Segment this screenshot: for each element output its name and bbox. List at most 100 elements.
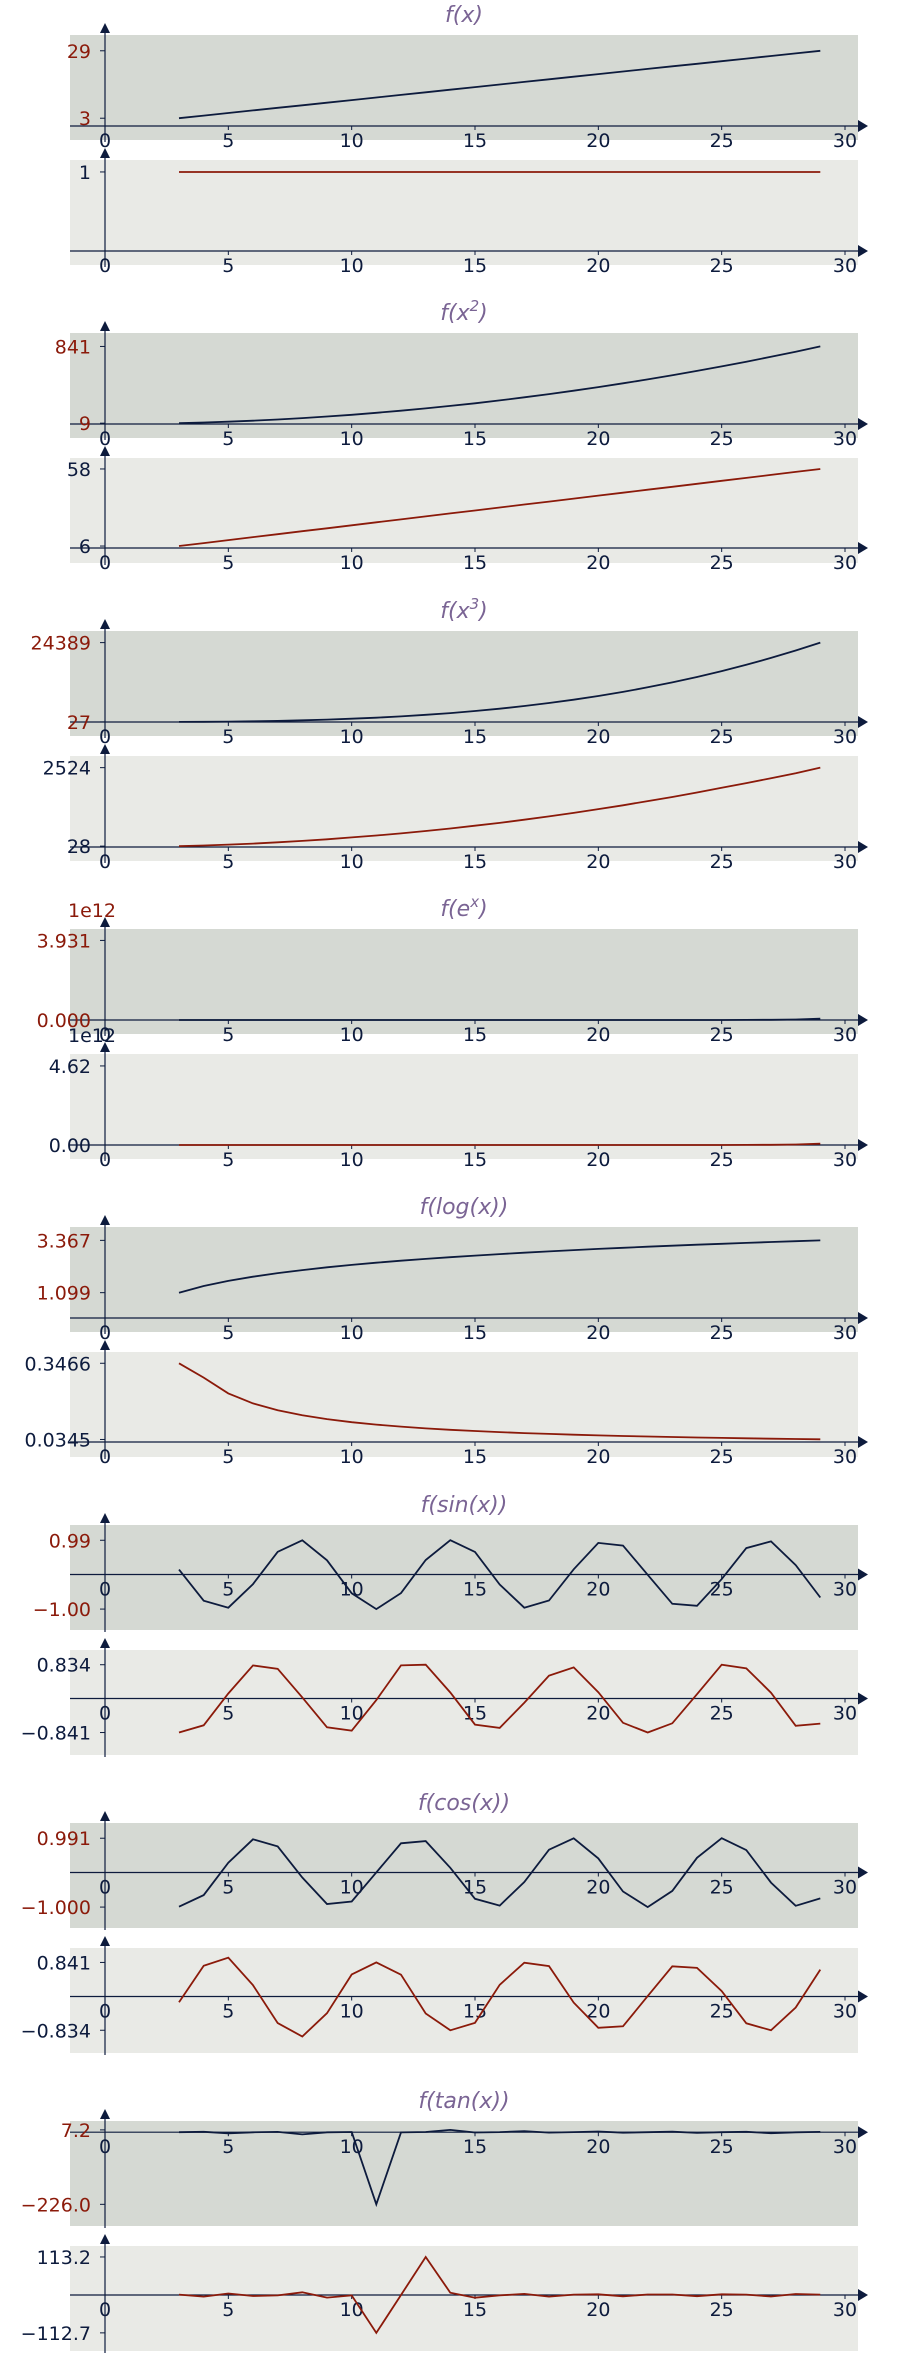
- derivative-panel: 0 5 10 15 20 25 30 2524 28: [43, 744, 868, 873]
- y-axis-arrow: [100, 1638, 110, 1648]
- y-axis-arrow: [100, 1215, 110, 1225]
- y-axis-arrow: [100, 1811, 110, 1821]
- chart-title-part: f(: [420, 1195, 438, 1220]
- x-tick-label: 5: [222, 1024, 234, 1046]
- x-tick-label: 15: [463, 255, 487, 277]
- value-series-line: [178, 2128, 821, 2208]
- y-tick-label: −226.0: [21, 2194, 91, 2216]
- value-series-line: [178, 1539, 822, 1611]
- y-tick-label: 1: [79, 162, 91, 184]
- x-tick-label: 10: [340, 428, 364, 450]
- chart-title-part: ): [477, 599, 488, 624]
- derivative-series-line: [178, 468, 821, 547]
- chart-title-part: 2: [470, 297, 480, 315]
- derivative-panel: 0 5 10 15 20 25 30 113.2 −112.7: [21, 2234, 868, 2353]
- x-tick-label: 20: [586, 428, 610, 450]
- y-axis-arrow: [100, 1513, 110, 1523]
- x-tick-label: 10: [340, 1702, 364, 1724]
- y-axis-arrow: [100, 2234, 110, 2244]
- value-series-line: [178, 1239, 821, 1294]
- chart-title-part: x: [456, 301, 471, 326]
- y-tick-label: 1.099: [37, 1283, 91, 1305]
- value-series-line: [178, 49, 821, 120]
- y-tick-label: 9: [79, 413, 91, 435]
- panel-background: [70, 1823, 858, 1928]
- x-tick-label: 30: [833, 130, 857, 152]
- y-tick-label: 3: [79, 108, 91, 130]
- x-tick-label: 20: [586, 1877, 610, 1899]
- derivative-series-line: [179, 1142, 821, 1146]
- x-tick-label: 5: [222, 552, 234, 574]
- chart-title-part: f(: [418, 2089, 436, 2114]
- y-tick-label: 7.2: [61, 2120, 91, 2142]
- derivative-series-line: [178, 766, 821, 847]
- chart-block-2: f(x3) 0 5 10 15 20 25 30 24389 27 0 5 10 15 20 25 30 2524…: [31, 595, 868, 873]
- x-tick-label: 0: [99, 1702, 111, 1724]
- chart-title-part: (: [471, 2089, 481, 2114]
- x-tick-label: 5: [222, 428, 234, 450]
- x-tick-label: 30: [833, 1446, 857, 1468]
- chart-title: f(x): [445, 3, 483, 28]
- x-axis-arrow: [858, 245, 868, 257]
- x-tick-label: 30: [833, 1322, 857, 1344]
- x-tick-label: 10: [340, 1024, 364, 1046]
- x-axis-arrow: [858, 120, 868, 132]
- x-tick-label: 30: [833, 851, 857, 873]
- panel-background: [70, 756, 858, 861]
- x-tick-label: 10: [340, 1446, 364, 1468]
- x-tick-label: 5: [222, 130, 234, 152]
- x-axis-arrow: [858, 1312, 868, 1324]
- x-tick-label: 5: [222, 2136, 234, 2158]
- value-series-line: [178, 1837, 821, 1909]
- x-tick-label: 15: [463, 1579, 487, 1601]
- x-tick-label: 30: [833, 1149, 857, 1171]
- x-tick-label: 10: [340, 130, 364, 152]
- y-axis-arrow: [100, 619, 110, 629]
- y-tick-label: 58: [67, 459, 91, 481]
- x-axis-arrow: [858, 542, 868, 554]
- derivative-panel: 0 5 10 15 20 25 30 1: [70, 148, 868, 277]
- chart-title-part: f(: [445, 3, 463, 28]
- panel-background: [70, 2246, 858, 2351]
- panel-background: [70, 333, 858, 438]
- x-tick-label: 20: [586, 1702, 610, 1724]
- x-tick-label: 0: [99, 1024, 111, 1046]
- x-tick-label: 30: [833, 1877, 857, 1899]
- x-tick-label: 25: [710, 1024, 734, 1046]
- x-tick-label: 25: [710, 726, 734, 748]
- y-tick-label: 0.834: [37, 1655, 91, 1677]
- x-tick-label: 15: [463, 2299, 487, 2321]
- panel-background: [70, 160, 858, 265]
- y-tick-label: 0.0345: [25, 1429, 91, 1451]
- chart-title-part: x: [456, 599, 471, 624]
- derivative-series-line: [178, 1663, 821, 1734]
- x-tick-label: 10: [340, 552, 364, 574]
- chart-title-part: f(: [421, 1493, 439, 1518]
- x-tick-label: 15: [463, 428, 487, 450]
- x-tick-label: 10: [340, 1322, 364, 1344]
- x-tick-label: 25: [710, 1149, 734, 1171]
- x-tick-label: 0: [99, 2000, 111, 2022]
- value-panel: 0 5 10 15 20 25 30 24389 27: [31, 619, 868, 748]
- x-axis-arrow: [858, 716, 868, 728]
- x-tick-label: 10: [340, 726, 364, 748]
- chart-title-part: (: [470, 1195, 480, 1220]
- chart-title-part: ): [477, 301, 488, 326]
- x-tick-label: 25: [710, 552, 734, 574]
- y-tick-label: 4.62: [49, 1056, 91, 1078]
- panel-background: [70, 1054, 858, 1159]
- x-tick-label: 25: [710, 1322, 734, 1344]
- y-tick-label: 27: [67, 712, 91, 734]
- x-tick-label: 20: [586, 2136, 610, 2158]
- x-tick-label: 0: [99, 130, 111, 152]
- y-tick-label: 0.991: [37, 1828, 91, 1850]
- y-tick-label: 24389: [31, 633, 91, 655]
- chart-title-part: x: [477, 1195, 492, 1220]
- x-tick-label: 25: [710, 428, 734, 450]
- x-tick-label: 25: [710, 2136, 734, 2158]
- x-tick-label: 25: [710, 1579, 734, 1601]
- x-tick-label: 30: [833, 1024, 857, 1046]
- panel-background: [70, 458, 858, 563]
